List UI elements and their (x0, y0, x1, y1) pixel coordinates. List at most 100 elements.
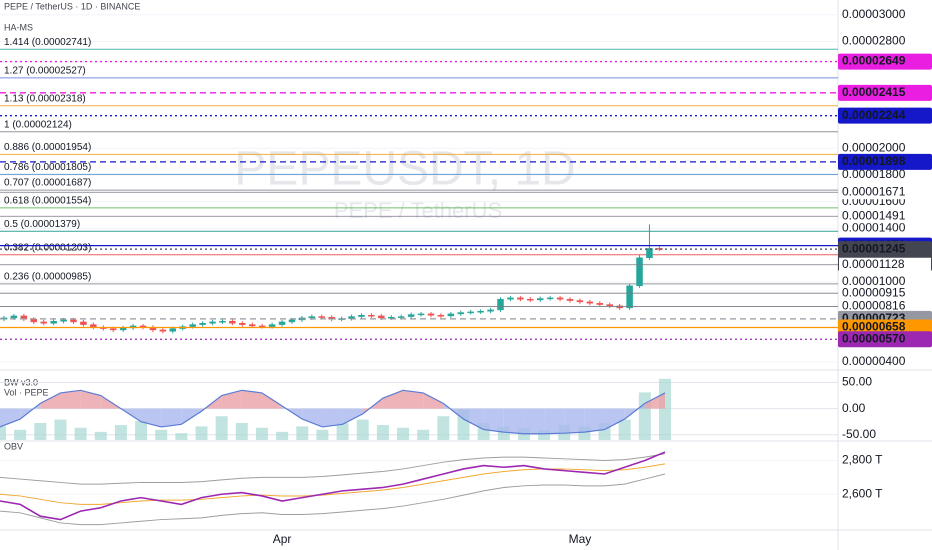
candle-body (397, 316, 405, 318)
oscillator-fill (483, 408, 504, 433)
price-badge-label: 0.00002649 (842, 54, 906, 68)
volume-bar (356, 419, 369, 440)
candle-body (219, 320, 226, 323)
volume-bar (155, 429, 168, 440)
price-badge-label: 0.00002415 (842, 85, 906, 99)
candle-body (536, 298, 544, 301)
candle-body (119, 327, 127, 331)
volume-bar (296, 426, 309, 440)
y-tick-label: -50.00 (842, 427, 876, 441)
oscillator-fill (322, 408, 343, 427)
oscillator-fill (0, 408, 21, 427)
volume-bar (538, 429, 551, 440)
candle-body (278, 321, 286, 325)
candle-body (268, 324, 276, 327)
oscillator-fill (141, 408, 162, 427)
candle-body (229, 320, 236, 324)
price-badge (838, 53, 932, 70)
candle-body (308, 316, 316, 319)
oscillator-fill (342, 408, 363, 425)
y-tick-label: 2,800 T (842, 453, 883, 467)
oscillator-fill (382, 390, 404, 409)
price-badge (838, 107, 932, 124)
volume-bar (14, 429, 27, 440)
candle-body (288, 319, 296, 323)
price-label: 0.00001491 (842, 208, 906, 222)
price-badge (838, 153, 932, 170)
fib-label: 1.13 (0.00002318) (4, 93, 86, 104)
volume-bar (276, 431, 289, 440)
oscillator-fill (564, 408, 585, 434)
volume-bar (638, 392, 651, 440)
fib-label: 0.786 (0.00001805) (4, 162, 91, 173)
oscillator-fill (241, 390, 262, 409)
volume-bar (255, 427, 268, 440)
oscillator-fill (463, 408, 484, 430)
candle-body (616, 305, 623, 309)
price-badge-label: 0.00000658 (842, 320, 906, 334)
y-tick-label: 0.00002000 (842, 140, 906, 154)
candle-body (457, 312, 465, 315)
candle-body (417, 313, 425, 316)
volume-title: Vol · PEPE (4, 387, 49, 397)
price-badge-label: 0.00001245 (842, 241, 906, 255)
price-label: 0.00000915 (842, 285, 906, 299)
candle-body (40, 321, 47, 324)
candle-body (437, 314, 445, 317)
volume-bar (336, 423, 349, 440)
fib-label: 0.5 (0.00001379) (4, 219, 80, 230)
volume-bar (417, 429, 430, 440)
fib-label: 0.618 (0.00001554) (4, 195, 91, 206)
oscillator-fill (40, 392, 61, 409)
candle-body (447, 313, 455, 317)
x-tick-label: May (569, 532, 592, 546)
y-tick-label: 0.00001800 (842, 167, 906, 181)
candle-body (467, 311, 474, 314)
oscillator-line (0, 389, 666, 435)
y-tick-label: 0.00 (842, 401, 866, 415)
candle-body (636, 257, 643, 287)
oscillator-fill (403, 390, 424, 409)
volume-bar (618, 419, 631, 440)
oscillator-fill (302, 408, 323, 427)
candle-body (109, 328, 117, 331)
y-tick-label: 0.00001400 (842, 221, 906, 235)
candle-body (10, 315, 18, 319)
obv-line (0, 473, 666, 526)
volume-bar (54, 419, 67, 440)
price-label: 0.00000816 (842, 299, 906, 313)
candle-body (527, 298, 534, 301)
price-label: 0.00001128 (842, 257, 905, 271)
candle-body (30, 318, 38, 323)
oscillator-fill (161, 408, 182, 427)
candle-body (60, 319, 67, 322)
y-tick-label: 50.00 (842, 375, 872, 389)
volume-bar (235, 423, 248, 440)
y-tick-label: 0.00000400 (842, 354, 906, 368)
candle-body (407, 314, 415, 317)
candle-body (576, 300, 584, 303)
y-tick-label: 0.00002800 (842, 34, 906, 48)
candle-body (189, 324, 196, 327)
candle-body (586, 301, 594, 304)
obv-line (0, 453, 666, 485)
y-tick-label: 0.00001000 (842, 274, 906, 288)
candle-body (199, 322, 206, 325)
candle-body (358, 314, 365, 317)
oscillator-fill (584, 408, 605, 433)
oscillator-fill (60, 390, 81, 409)
watermark-symbol: PEPEUSDT, 1D (234, 143, 575, 196)
symbol-title: PEPE / TetherUS · 1D · BINANCE (4, 1, 140, 11)
price-label-bg (839, 185, 931, 200)
volume-bar (114, 425, 127, 440)
candle-body (507, 297, 514, 300)
oscillator-fill (221, 390, 242, 409)
fib-label: 1.414 (0.00002741) (4, 37, 91, 48)
candle-body (239, 322, 246, 325)
price-label: 0.00001671 (842, 184, 906, 198)
candle-body (487, 309, 494, 312)
candle-body (249, 324, 256, 327)
volume-bar (34, 423, 47, 440)
